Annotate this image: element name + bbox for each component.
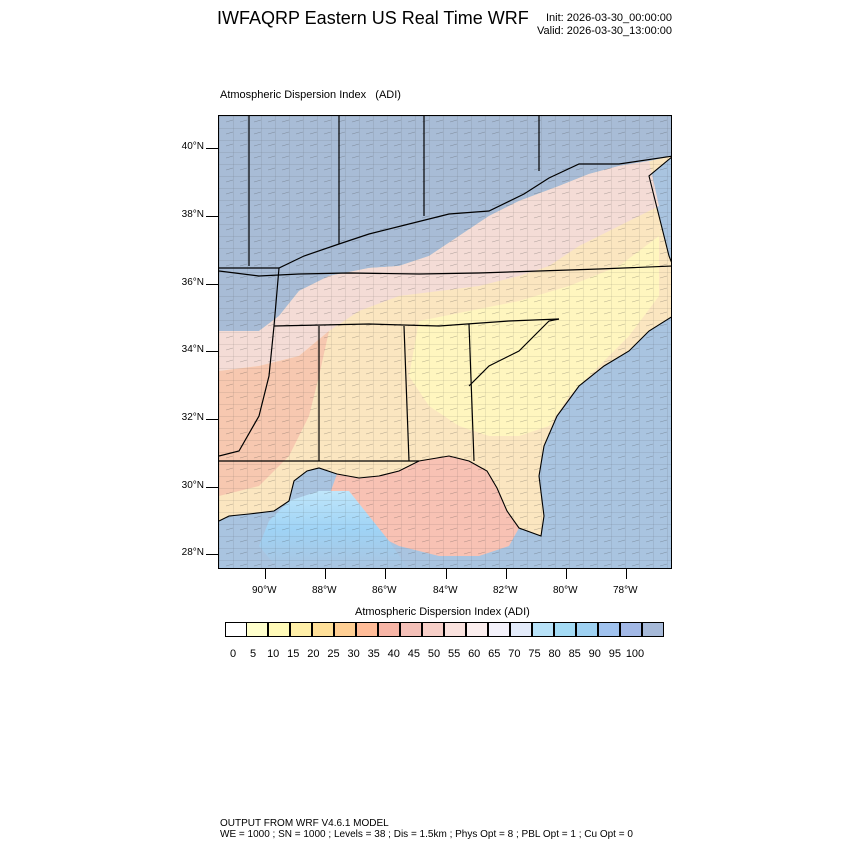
colorbar-swatch: [620, 622, 642, 637]
colorbar-swatch: [576, 622, 598, 637]
lon-tick-label: 82°W: [493, 585, 518, 596]
colorbar-swatch: [532, 622, 554, 637]
colorbar-label: 10: [267, 648, 280, 660]
colorbar-swatch: [400, 622, 422, 637]
colorbar-label: 85: [568, 648, 581, 660]
lat-tick-mark: [206, 487, 218, 488]
lat-tick-mark: [206, 216, 218, 217]
field-label: Atmospheric Dispersion Index: [220, 89, 367, 101]
colorbar-swatch: [554, 622, 576, 637]
field-abbrev: (ADI): [375, 89, 401, 101]
colorbar-swatch: [422, 622, 444, 637]
lon-tick-label: 84°W: [433, 585, 458, 596]
colorbar-swatch: [466, 622, 488, 637]
coastline: [219, 156, 671, 537]
state-borders: [219, 116, 671, 462]
field-subtitle: Atmospheric Dispersion Index (ADI): [220, 89, 401, 101]
colorbar-swatch: [246, 622, 268, 637]
colorbar-label: 25: [327, 648, 340, 660]
lat-tick-mark: [206, 419, 218, 420]
lat-tick-label: 36°N: [181, 277, 204, 288]
lat-tick-label: 38°N: [181, 209, 204, 220]
lon-tick-label: 90°W: [252, 585, 277, 596]
lat-tick-label: 28°N: [181, 547, 204, 558]
colorbar-swatch: [225, 622, 247, 637]
colorbar-label: 55: [447, 648, 461, 660]
colorbar-swatch: [642, 622, 664, 637]
county-lines: [219, 116, 671, 568]
footer-config: WE = 1000 ; SN = 1000 ; Levels = 38 ; Di…: [220, 829, 633, 840]
colorbar-title: Atmospheric Dispersion Index (ADI): [355, 606, 530, 618]
colorbar-label: 60: [468, 648, 481, 660]
colorbar-label: 75: [528, 648, 541, 660]
colorbar-label: 50: [427, 648, 441, 660]
valid-time: Valid: 2026-03-30_13:00:00: [537, 25, 672, 37]
colorbar-label: 20: [307, 648, 320, 660]
colorbar-label: 5: [250, 648, 257, 660]
colorbar-label: 15: [287, 648, 300, 660]
colorbar-swatch: [444, 622, 466, 637]
lon-tick-label: 88°W: [312, 585, 337, 596]
colorbar-swatch: [334, 622, 356, 637]
colorbar-label: 0: [229, 648, 237, 660]
lat-tick-label: 30°N: [181, 480, 204, 491]
lon-tick-mark: [325, 569, 326, 579]
lat-tick-mark: [206, 284, 218, 285]
colorbar-swatch: [268, 622, 290, 637]
lon-tick-label: 78°W: [613, 585, 638, 596]
colorbar-label: 40: [387, 648, 400, 660]
lon-tick-mark: [626, 569, 627, 579]
colorbar-label: 70: [508, 648, 521, 660]
lat-tick-mark: [206, 351, 218, 352]
colorbar-label: 45: [407, 648, 421, 660]
colorbar-swatch: [378, 622, 400, 637]
map-panel: [218, 115, 672, 569]
lat-tick-label: 34°N: [181, 344, 204, 355]
lat-tick-label: 32°N: [181, 412, 204, 423]
lon-tick-mark: [385, 569, 386, 579]
lon-tick-mark: [446, 569, 447, 579]
colorbar-swatch: [488, 622, 510, 637]
lat-tick-mark: [206, 148, 218, 149]
colorbar-label: 30: [347, 648, 360, 660]
lat-tick-mark: [206, 554, 218, 555]
colorbar-label: 90: [588, 648, 601, 660]
map-canvas: [219, 116, 671, 568]
lat-tick-label: 40°N: [181, 141, 204, 152]
colorbar-swatch: [356, 622, 378, 637]
lon-tick-label: 86°W: [372, 585, 397, 596]
colorbar-label: 35: [367, 648, 380, 660]
footer-model: OUTPUT FROM WRF V4.6.1 MODEL: [220, 818, 389, 829]
colorbar-swatch: [598, 622, 620, 637]
colorbar-label: 65: [488, 648, 501, 660]
colorbar-label: 95: [608, 648, 622, 660]
lon-tick-label: 80°W: [553, 585, 578, 596]
colorbar-swatch: [510, 622, 532, 637]
lon-tick-mark: [506, 569, 507, 579]
colorbar-label: 80: [548, 648, 561, 660]
colorbar-swatch: [312, 622, 334, 637]
run-times: Init: 2026-03-30_00:00:00 Valid: 2026-03…: [537, 12, 672, 38]
plot-title: IWFAQRP Eastern US Real Time WRF: [217, 8, 529, 28]
colorbar-swatch: [290, 622, 312, 637]
init-time: Init: 2026-03-30_00:00:00: [546, 12, 672, 24]
lon-tick-mark: [566, 569, 567, 579]
colorbar-label: 100: [625, 648, 645, 660]
lon-tick-mark: [265, 569, 266, 579]
